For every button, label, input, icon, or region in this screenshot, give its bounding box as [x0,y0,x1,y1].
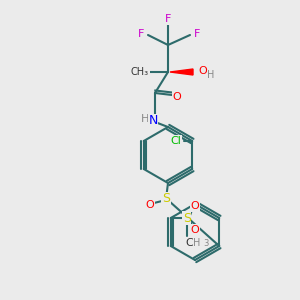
Text: S: S [183,212,191,224]
Text: O: O [146,200,154,210]
Text: CH₃: CH₃ [131,67,149,77]
Text: F: F [165,14,171,24]
Text: S: S [162,193,170,206]
Text: O: O [190,201,199,211]
Text: F: F [194,29,200,39]
Text: F: F [138,29,144,39]
Text: N: N [148,115,158,128]
Text: O: O [199,66,207,76]
Text: C: C [185,238,193,248]
Text: H: H [141,114,149,124]
Text: Cl: Cl [171,136,182,146]
Text: H: H [207,70,215,80]
Text: 3: 3 [204,238,209,247]
Polygon shape [170,69,193,75]
Text: O: O [190,225,199,235]
Text: O: O [172,92,182,102]
Text: H: H [193,238,200,248]
